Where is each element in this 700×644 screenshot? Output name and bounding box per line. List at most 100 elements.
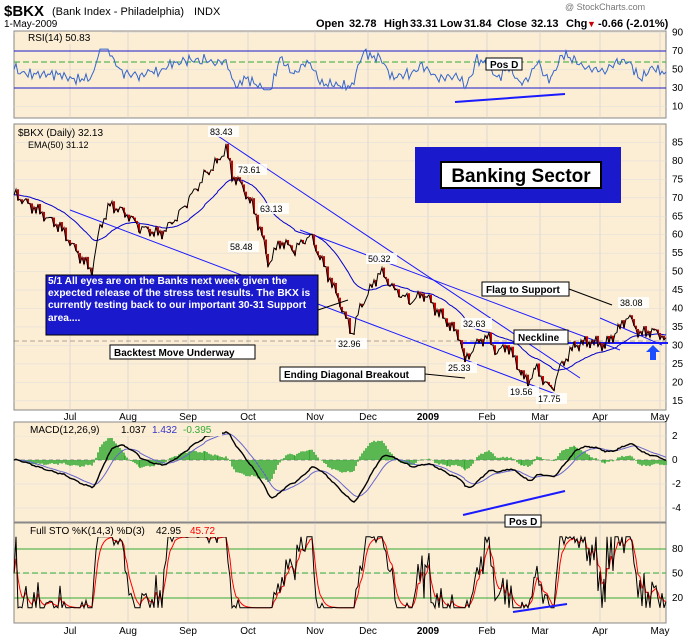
y-tick-label: 30 xyxy=(672,340,684,351)
histogram-bar xyxy=(283,458,285,460)
y-tick-label: 50 xyxy=(672,65,684,76)
histogram-bar xyxy=(649,460,651,466)
histogram-bar xyxy=(294,456,296,460)
histogram-bar xyxy=(453,460,455,465)
histogram-bar xyxy=(480,454,482,460)
histogram-bar xyxy=(51,460,53,463)
x-tick-label: Feb xyxy=(478,626,496,637)
histogram-bar xyxy=(321,460,323,461)
hist-value: -0.395 xyxy=(183,425,212,436)
histogram-bar xyxy=(637,460,639,464)
histogram-bar xyxy=(217,456,219,460)
histogram-bar xyxy=(279,460,281,462)
histogram-bar xyxy=(273,460,275,474)
histogram-bar xyxy=(387,449,389,460)
histogram-bar xyxy=(53,460,55,464)
histogram-bar xyxy=(134,460,136,463)
histogram-bar xyxy=(304,451,306,460)
comment-fo: 5/1 All eyes are on the Banks next week … xyxy=(48,276,316,334)
histogram-bar xyxy=(498,458,500,460)
histogram-bar xyxy=(523,460,525,466)
histogram-bar xyxy=(373,441,375,460)
histogram-bar xyxy=(557,456,559,460)
histogram-bar xyxy=(565,449,567,460)
histogram-bar xyxy=(461,460,463,467)
y-tick-label: 80 xyxy=(672,156,684,167)
price-label: $BKX (Daily) 32.13 xyxy=(18,128,103,139)
histogram-bar xyxy=(436,460,438,463)
x-tick-label: Jul xyxy=(64,412,77,423)
histogram-bar xyxy=(132,460,134,462)
histogram-bar xyxy=(93,460,95,463)
histogram-bar xyxy=(468,460,470,468)
histogram-bar xyxy=(621,456,623,460)
histogram-bar xyxy=(551,460,553,461)
y-tick-label: 80 xyxy=(672,544,684,555)
histogram-bar xyxy=(101,444,103,460)
histogram-bar xyxy=(269,460,271,481)
x-tick-label: Aug xyxy=(119,412,137,423)
comment-text: 5/1 All eyes are on the Banks next week … xyxy=(48,276,316,325)
histogram-bar xyxy=(617,457,619,460)
histogram-bar xyxy=(421,459,423,460)
y-tick-label: -2 xyxy=(672,479,681,490)
x-tick-label: Feb xyxy=(478,412,496,423)
histogram-bar xyxy=(540,457,542,460)
histogram-bar xyxy=(415,460,417,463)
histogram-bar xyxy=(488,450,490,460)
histogram-bar xyxy=(233,460,235,469)
histogram-bar xyxy=(531,460,533,464)
histogram-bar xyxy=(464,460,466,470)
pivot-label: 58.48 xyxy=(230,242,253,252)
histogram-bar xyxy=(486,452,488,460)
histogram-bar xyxy=(327,460,329,467)
x-tick-label: Jul xyxy=(64,626,77,637)
x-tick-label: Sep xyxy=(179,412,197,423)
y-tick-label: 40 xyxy=(672,304,684,315)
x-tick-label: Mar xyxy=(531,626,549,637)
x-tick-label: Dec xyxy=(359,626,377,637)
histogram-bar xyxy=(476,457,478,460)
histogram-bar xyxy=(165,460,167,462)
x-tick-label: Nov xyxy=(306,412,324,423)
histogram-bar xyxy=(604,460,606,463)
pivot-label: 32.63 xyxy=(463,319,486,329)
histogram-bar xyxy=(223,458,225,460)
histogram-bar xyxy=(449,460,451,467)
histogram-bar xyxy=(635,460,637,461)
histogram-bar xyxy=(521,460,523,465)
histogram-bar xyxy=(527,460,529,467)
chg-label: Chg xyxy=(566,18,587,30)
histogram-bar xyxy=(291,454,293,460)
histogram-bar xyxy=(555,459,557,460)
y-tick-label: 45 xyxy=(672,285,684,296)
histogram-bar xyxy=(57,460,59,465)
histogram-bar xyxy=(171,457,173,460)
histogram-bar xyxy=(300,451,302,460)
open-value: 32.78 xyxy=(349,18,377,30)
histogram-bar xyxy=(457,460,459,466)
low-value: 31.84 xyxy=(464,18,492,30)
histogram-bar xyxy=(561,451,563,460)
histogram-bar xyxy=(341,460,343,473)
histogram-bar xyxy=(212,455,214,460)
macd-label-prefix: MACD(12,26,9) xyxy=(30,425,99,436)
histogram-bar xyxy=(538,457,540,460)
histogram-bar xyxy=(584,451,586,460)
histogram-bar xyxy=(574,447,576,460)
histogram-bar xyxy=(45,460,47,465)
histogram-bar xyxy=(55,460,57,464)
histogram-bar xyxy=(210,454,212,460)
histogram-bar xyxy=(113,441,115,460)
histogram-bar xyxy=(105,441,107,460)
histogram-bar xyxy=(339,460,341,472)
rsi-annotation: Pos D xyxy=(490,60,518,71)
histogram-bar xyxy=(271,460,273,479)
histogram-bar xyxy=(343,460,345,472)
pivot-label: 17.75 xyxy=(538,394,561,404)
y-tick-label: 60 xyxy=(672,230,684,241)
histogram-bar xyxy=(544,459,546,460)
x-tick-label: Dec xyxy=(359,412,377,423)
histogram-bar xyxy=(518,460,520,464)
y-tick-label: 55 xyxy=(672,248,684,259)
